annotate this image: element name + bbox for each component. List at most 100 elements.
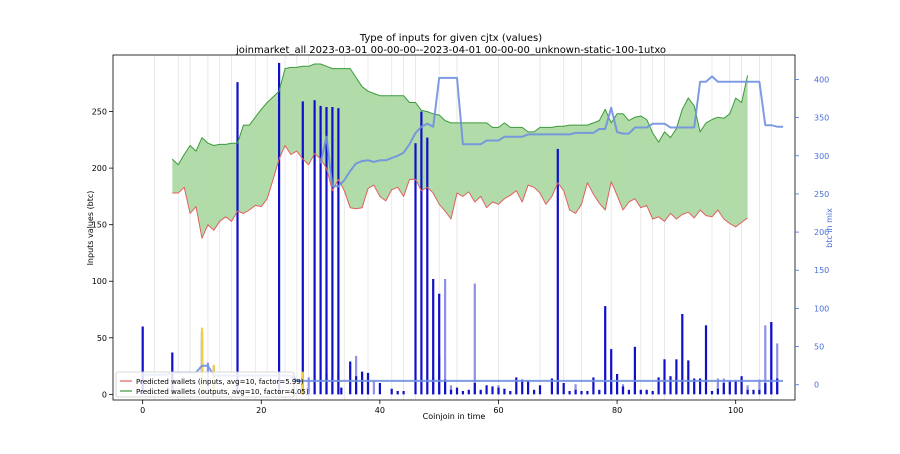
bar-dark-72 xyxy=(728,380,731,395)
bar-dark-63 xyxy=(675,359,678,395)
bar-dark-64 xyxy=(681,314,684,395)
bar-dark-21 xyxy=(420,111,423,395)
y2-tick-label-2: 100 xyxy=(814,304,829,313)
x-axis-label: Coinjoin in time xyxy=(423,412,486,421)
bar-dark-75 xyxy=(746,389,749,395)
bar-dark-65 xyxy=(687,360,690,395)
x-axis: 0 20 40 60 80 100 xyxy=(140,400,743,415)
bar-dark-6 xyxy=(313,100,316,395)
legend-outputs-label: Predicted wallets (outputs, avg=10, fact… xyxy=(136,388,309,396)
x-tick-label-1: 20 xyxy=(256,406,266,415)
bar-dark-18 xyxy=(396,391,399,395)
x-tick-label-5: 100 xyxy=(728,406,743,415)
bar-dark-45 xyxy=(568,391,571,395)
bar-dark-68 xyxy=(704,325,708,395)
bar-dark-5 xyxy=(301,101,304,395)
bar-dark-37 xyxy=(515,377,518,395)
bar-dark-71 xyxy=(722,383,725,395)
bar-light-14 xyxy=(444,279,447,395)
outputs-line xyxy=(171,63,749,166)
bar-dark-26 xyxy=(449,389,453,395)
bar-dark-35 xyxy=(503,388,506,395)
bar-dark-32 xyxy=(485,385,488,395)
y-tick-label-4: 200 xyxy=(92,164,107,173)
prediction-band xyxy=(172,64,748,239)
y2-tick-label-4: 200 xyxy=(814,228,829,237)
y-tick-label-5: 250 xyxy=(92,108,107,117)
bar-dark-15 xyxy=(366,372,370,395)
bar-dark-24 xyxy=(438,293,441,395)
bar-dark-66 xyxy=(693,378,696,395)
bar-dark-40 xyxy=(533,389,536,395)
y2-tick-label-0: 0 xyxy=(814,381,819,390)
y2-tick-label-1: 50 xyxy=(814,343,824,352)
y2-tick-label-5: 250 xyxy=(814,190,829,199)
bar-dark-36 xyxy=(509,391,512,395)
bar-dark-0 xyxy=(141,326,144,395)
bar-dark-31 xyxy=(479,389,482,395)
bar-dark-13 xyxy=(355,376,358,395)
y2-axis: 0 50 100 150 200 250 300 350 400 xyxy=(795,75,829,390)
bar-dark-70 xyxy=(716,388,719,395)
bar-dark-58 xyxy=(645,389,648,395)
bar-dark-27 xyxy=(455,387,459,395)
y2-axis-label: btc in mix xyxy=(825,208,834,248)
bar-light-11 xyxy=(372,380,375,395)
bar-dark-60 xyxy=(657,377,660,395)
band-fill xyxy=(172,64,748,239)
bar-light-19 xyxy=(574,384,577,395)
bar-dark-33 xyxy=(491,386,494,395)
bar-dark-12 xyxy=(349,361,352,395)
bar-dark-73 xyxy=(734,380,737,395)
bar-dark-43 xyxy=(556,148,559,395)
bar-dark-39 xyxy=(527,380,530,395)
bar-dark-48 xyxy=(586,391,589,395)
bar-dark-57 xyxy=(639,389,642,395)
mix-line-upper xyxy=(319,75,784,188)
bar-dark-20 xyxy=(414,143,417,395)
bar-dark-17 xyxy=(390,388,393,395)
bar-dark-34 xyxy=(497,387,500,395)
bar-dark-16 xyxy=(378,383,381,395)
chart-title: Type of inputs for given cjtx (values) xyxy=(359,33,542,44)
y2-tick-label-3: 150 xyxy=(814,266,829,275)
bar-light-16 xyxy=(473,283,476,395)
bar-dark-9 xyxy=(331,107,334,395)
bar-dark-7 xyxy=(319,105,322,395)
legend-inputs-label: Predicted wallets (inputs, avg=10, facto… xyxy=(136,378,304,386)
bar-light-30 xyxy=(776,343,779,395)
bar-dark-44 xyxy=(562,383,565,395)
y2-tick-label-7: 350 xyxy=(814,114,829,123)
bar-dark-38 xyxy=(521,379,524,395)
y-tick-label-2: 100 xyxy=(92,277,107,286)
bar-light-3 xyxy=(307,377,310,395)
bar-light-8 xyxy=(355,355,358,395)
bar-dark-42 xyxy=(550,378,553,395)
bar-dark-11 xyxy=(340,387,343,395)
bar-dark-55 xyxy=(627,389,630,395)
bar-dark-56 xyxy=(633,346,636,395)
y-tick-label-0: 0 xyxy=(102,390,107,399)
bar-dark-61 xyxy=(663,359,666,395)
bar-dark-19 xyxy=(402,391,405,395)
bar-highlight-2 xyxy=(301,371,304,395)
bar-dark-53 xyxy=(616,374,619,395)
bar-dark-54 xyxy=(621,386,625,395)
y-tick-label-1: 50 xyxy=(97,334,107,343)
bars-dark-series xyxy=(141,62,779,395)
bar-light-28 xyxy=(764,325,767,395)
bar-dark-80 xyxy=(776,378,779,395)
bar-dark-67 xyxy=(699,378,702,395)
bar-dark-46 xyxy=(574,389,577,395)
bar-dark-25 xyxy=(444,379,447,395)
bar-dark-52 xyxy=(610,349,613,395)
chart-subtitle: joinmarket_all 2023-03-01 00-00-00--2023… xyxy=(235,45,666,56)
x-tick-label-3: 60 xyxy=(493,406,503,415)
legend: Predicted wallets (inputs, avg=10, facto… xyxy=(115,371,309,398)
bar-dark-47 xyxy=(580,391,583,395)
bar-light-24 xyxy=(716,378,719,395)
legend-box xyxy=(115,371,295,398)
bar-dark-78 xyxy=(764,383,767,395)
